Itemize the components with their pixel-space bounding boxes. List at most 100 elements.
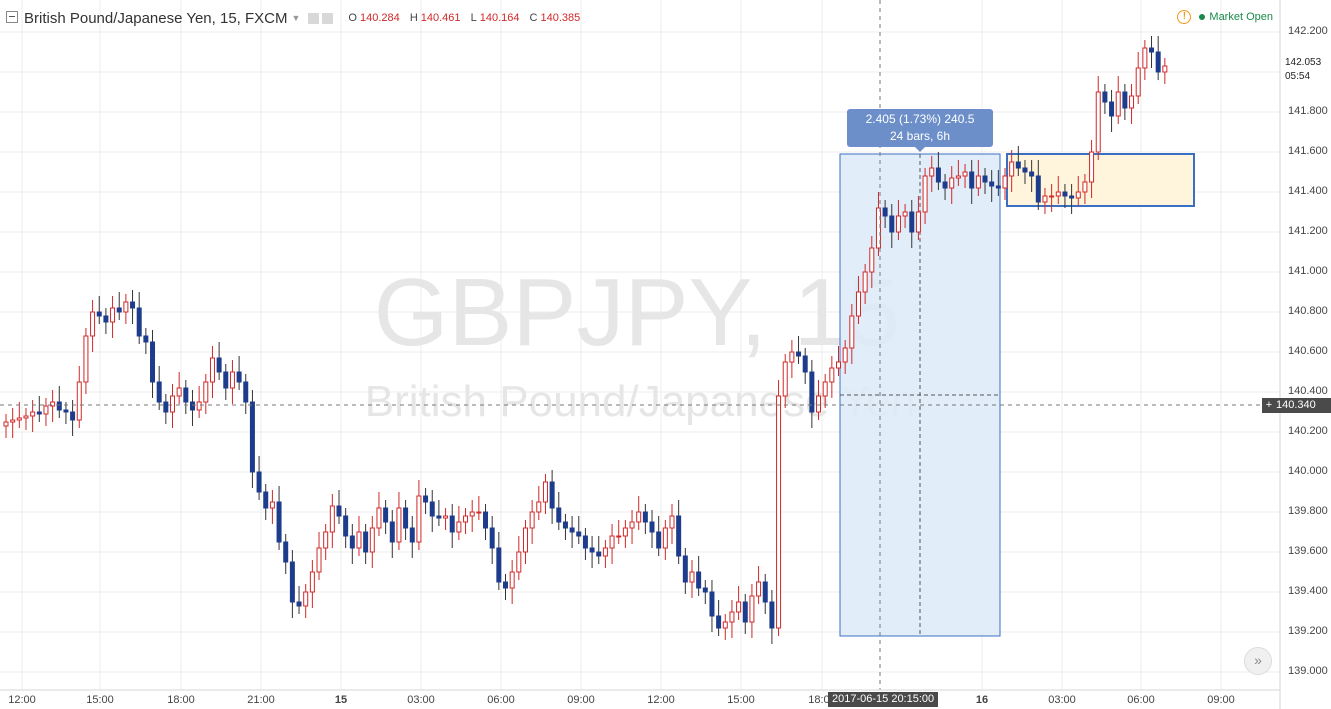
symbol-watermark: GBPJPY, 15 British Pound/Japanese Yen xyxy=(365,259,915,426)
candle-down xyxy=(969,171,975,189)
settings-icon[interactable] xyxy=(308,12,320,24)
time-tick-label: 12:00 xyxy=(647,694,675,706)
candle-down xyxy=(489,527,495,549)
scroll-to-realtime-button[interactable]: » xyxy=(1244,647,1272,675)
status-dot-icon xyxy=(1199,14,1206,20)
candle-down xyxy=(143,335,149,343)
price-tick-label: 141.600 xyxy=(1288,145,1328,157)
candle-up xyxy=(869,247,875,273)
warning-icon[interactable]: ! xyxy=(1177,10,1192,24)
candle-up xyxy=(1162,65,1168,73)
candle-down xyxy=(982,175,988,183)
candle-up xyxy=(542,481,548,503)
candle-up xyxy=(176,387,182,397)
low-value: 140.164 xyxy=(479,12,520,24)
candle-up xyxy=(209,357,215,383)
market-status[interactable]: ! Market Open xyxy=(1177,10,1273,24)
candle-down xyxy=(1155,51,1161,73)
candle-up xyxy=(50,401,56,407)
candle-up xyxy=(309,571,315,593)
candle-down xyxy=(1022,167,1028,173)
candle-up xyxy=(689,571,695,583)
candle-down xyxy=(742,601,748,623)
ohlc-values: O 140.284 H 140.461 L 140.164 C 140.385 xyxy=(348,12,587,24)
candle-down xyxy=(156,381,162,403)
candle-down xyxy=(63,409,69,413)
candle-down xyxy=(383,507,389,523)
candle-up xyxy=(602,547,608,557)
candle-up xyxy=(862,271,868,293)
candle-up xyxy=(1142,47,1148,69)
candle-down xyxy=(935,167,941,183)
candle-down xyxy=(263,491,269,509)
candle-down xyxy=(130,301,136,309)
time-tick-label: 16 xyxy=(976,694,988,706)
price-tick-label: 139.000 xyxy=(1288,665,1328,677)
candle-down xyxy=(183,387,189,403)
symbol-title[interactable]: British Pound/Japanese Yen, 15, FXCM xyxy=(24,9,288,27)
candle-up xyxy=(836,361,841,369)
candle-down xyxy=(336,505,342,517)
time-tick-label: 03:00 xyxy=(1048,694,1076,706)
hide-icon[interactable] xyxy=(322,12,334,24)
candle-down xyxy=(1069,195,1075,199)
candle-up xyxy=(303,591,309,607)
time-tick-label: 15:00 xyxy=(86,694,114,706)
candle-down xyxy=(216,357,222,373)
measure-bars: 24 bars, 6h xyxy=(889,129,951,143)
candle-down xyxy=(276,501,282,543)
candle-down xyxy=(796,351,802,357)
candle-down xyxy=(163,401,169,413)
time-tick-label: 12:00 xyxy=(8,694,36,706)
candle-up xyxy=(849,315,855,349)
candle-up xyxy=(90,311,96,337)
watermark-name: British Pound/Japanese Yen xyxy=(365,377,915,426)
candle-up xyxy=(609,535,615,549)
candle-up xyxy=(1095,91,1101,153)
candle-up xyxy=(776,395,782,629)
candle-up xyxy=(1009,161,1015,177)
candle-up xyxy=(110,307,116,323)
price-tick-label: 139.800 xyxy=(1288,505,1328,517)
candle-down xyxy=(942,181,948,189)
time-axis[interactable]: 12:00 15:00 18:00 21:00 15 03:00 06:00 09:00 12:… xyxy=(8,694,1235,706)
candle-down xyxy=(1035,175,1041,203)
candle-up xyxy=(1089,151,1095,183)
candle-up xyxy=(756,581,762,597)
add-icon[interactable]: + xyxy=(1265,399,1273,411)
candle-down xyxy=(389,521,395,543)
candle-up xyxy=(722,621,728,629)
highlight-rectangle[interactable] xyxy=(1006,153,1195,207)
candle-up xyxy=(962,171,968,177)
measure-change: 2.405 (1.73%) 240.5 xyxy=(865,112,975,126)
price-tick-label: 140.000 xyxy=(1288,465,1328,477)
candle-down xyxy=(223,371,229,389)
collapse-icon[interactable] xyxy=(6,11,18,23)
candle-down xyxy=(189,401,195,411)
candle-down xyxy=(589,547,595,553)
candle-down xyxy=(642,511,648,523)
candle-down xyxy=(1015,161,1021,169)
time-tick-label: 06:00 xyxy=(487,694,515,706)
price-tick-label: 140.600 xyxy=(1288,345,1328,357)
chevron-down-icon[interactable]: ▼ xyxy=(291,13,301,23)
candle-up xyxy=(456,521,462,533)
price-tick-label: 141.400 xyxy=(1288,185,1328,197)
price-tick-label: 142.200 xyxy=(1288,25,1328,37)
candle-up xyxy=(929,167,935,177)
high-label: H xyxy=(409,12,418,24)
candle-down xyxy=(702,587,708,593)
candle-up xyxy=(1082,181,1088,193)
time-tick-label: 03:00 xyxy=(407,694,435,706)
time-tick-label: 21:00 xyxy=(247,694,275,706)
candle-up xyxy=(396,507,402,543)
price-tick-label: 141.000 xyxy=(1288,265,1328,277)
time-tick-label: 15:00 xyxy=(727,694,755,706)
candle-up xyxy=(955,175,961,179)
candle-up xyxy=(622,527,628,537)
high-value: 140.461 xyxy=(420,12,461,24)
candle-down xyxy=(36,411,42,415)
open-label: O xyxy=(348,12,357,24)
candle-up xyxy=(476,511,482,514)
